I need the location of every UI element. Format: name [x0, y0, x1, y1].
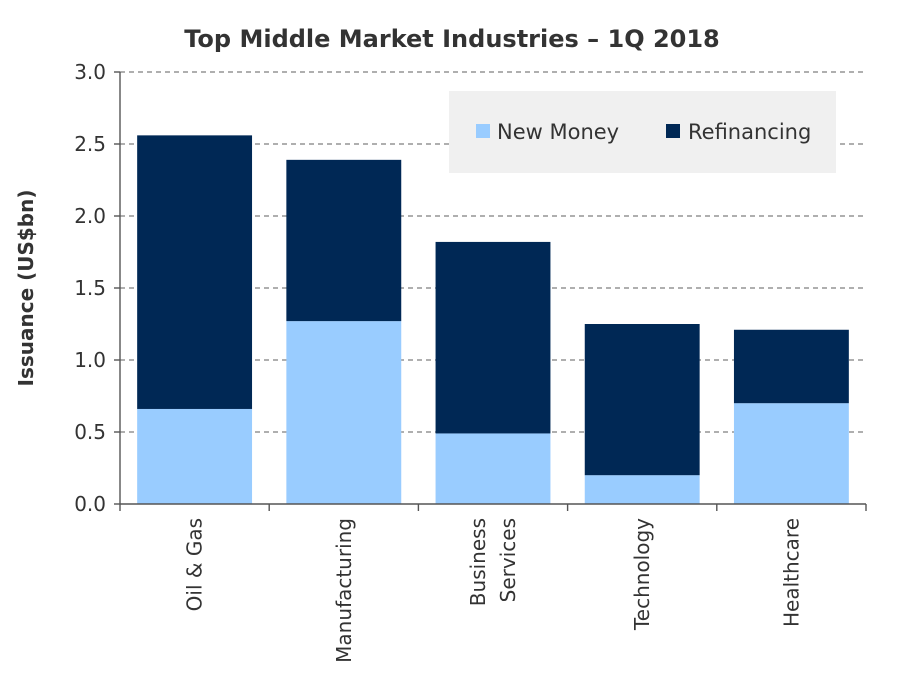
y-tick-label: 1.5	[74, 276, 106, 300]
bar-new-money-4	[733, 403, 849, 504]
y-tick-labels: 0.0 0.5 1.0 1.5 2.0 2.5 3.0	[74, 60, 106, 516]
legend-swatch-refinancing	[666, 124, 680, 138]
bar-new-money-2	[435, 433, 551, 504]
x-category-label: Healthcare	[779, 518, 803, 627]
bars	[137, 135, 849, 504]
bar-new-money-1	[286, 321, 402, 504]
x-category-label: Business	[466, 518, 490, 606]
y-tick-label: 0.5	[74, 420, 106, 444]
bar-refinancing-3	[584, 324, 700, 476]
legend: New Money Refinancing	[449, 91, 836, 173]
y-axis-title: Issuance (US$bn)	[14, 189, 38, 386]
x-category-label: Oil & Gas	[183, 518, 207, 611]
y-tick-label: 3.0	[74, 60, 106, 84]
x-category-label: Manufacturing	[332, 518, 356, 663]
legend-background	[449, 91, 836, 173]
y-tick-label: 1.0	[74, 348, 106, 372]
legend-label-refinancing: Refinancing	[688, 120, 811, 144]
y-tick-label: 2.5	[74, 132, 106, 156]
x-category-label: Technology	[630, 518, 654, 631]
bar-refinancing-0	[137, 135, 253, 409]
y-tick-label: 2.0	[74, 204, 106, 228]
legend-label-new-money: New Money	[497, 120, 619, 144]
axes	[114, 71, 867, 511]
bar-refinancing-4	[733, 329, 849, 404]
y-tick-label: 0.0	[74, 492, 106, 516]
bar-new-money-3	[584, 475, 700, 504]
x-category-labels: Oil & Gas Manufacturing Business Services Te…	[183, 518, 804, 663]
legend-swatch-new-money	[476, 124, 490, 138]
bar-refinancing-2	[435, 241, 551, 434]
bar-new-money-0	[137, 408, 253, 504]
bar-refinancing-1	[286, 159, 402, 322]
chart-title: Top Middle Market Industries – 1Q 2018	[184, 25, 720, 53]
x-category-label: Services	[496, 518, 520, 602]
